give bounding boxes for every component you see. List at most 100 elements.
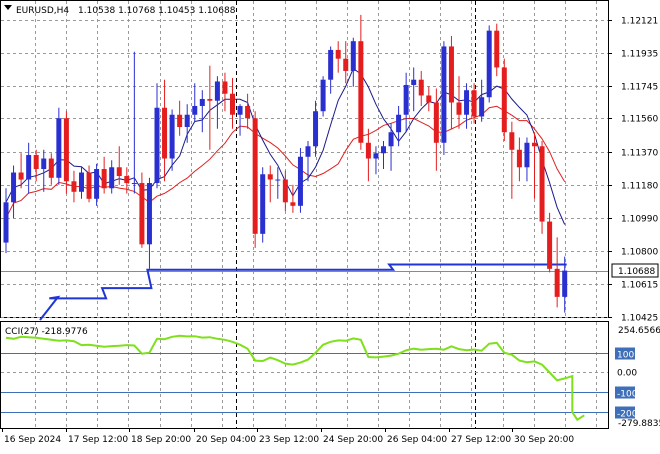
price-tick-label: 1.10615	[621, 281, 658, 291]
time-tick-label: 26 Sep 04:00	[387, 435, 447, 445]
symbol-label: EURUSD,H4	[16, 6, 69, 16]
candle-body	[94, 169, 99, 199]
price-tick-label: 1.10425	[621, 314, 658, 324]
candle-body	[162, 108, 167, 159]
candle-body	[434, 102, 439, 142]
candle-body	[4, 202, 9, 242]
candle-body	[117, 167, 122, 176]
candle-body	[222, 81, 227, 93]
candle-body	[426, 95, 431, 102]
candle-body	[441, 46, 446, 142]
candle-body	[19, 173, 24, 180]
candle-body	[34, 155, 39, 169]
candle-body	[102, 169, 107, 188]
candle-body	[358, 41, 363, 143]
candle-body	[389, 132, 394, 146]
ohlc-values: 1.10538 1.10768 1.10453 1.10688	[78, 6, 236, 16]
candle-body	[336, 50, 341, 59]
candle-body	[11, 173, 16, 203]
price-tick-label: 1.11180	[621, 182, 658, 192]
candle-body	[268, 174, 273, 179]
candle-body	[283, 180, 288, 203]
price-tick-label: 1.11370	[621, 149, 658, 159]
candle-body	[404, 85, 409, 115]
candle-body	[464, 90, 469, 115]
candle-body	[79, 173, 84, 192]
candle-body	[396, 115, 401, 133]
candle-body	[275, 180, 280, 181]
time-tick-label: 23 Sep 12:00	[259, 435, 319, 445]
candle-body	[524, 143, 529, 168]
candle-body	[260, 174, 265, 234]
candle-body	[449, 46, 454, 102]
candle-body	[41, 159, 46, 170]
price-tick-label: 1.10990	[621, 215, 658, 225]
candle-body	[238, 106, 243, 115]
candle-body	[253, 118, 258, 234]
price-tick-label: 1.12121	[621, 17, 658, 27]
candle-body	[419, 80, 424, 96]
candle-body	[245, 106, 250, 118]
candle-body	[139, 183, 144, 244]
candle-body	[185, 115, 190, 127]
time-tick-label: 18 Sep 20:00	[131, 435, 191, 445]
candle-body	[381, 146, 386, 153]
time-tick-label: 20 Sep 04:00	[196, 435, 256, 445]
price-tick-label: 1.11935	[621, 50, 658, 60]
price-tick-label: 1.11560	[621, 115, 658, 125]
candle-body	[109, 167, 114, 188]
candle-body	[177, 115, 182, 127]
time-tick-label: 17 Sep 12:00	[68, 435, 128, 445]
current-price-label: 1.10688	[618, 267, 655, 277]
candle-body	[64, 118, 69, 181]
candle-body	[230, 94, 235, 115]
candle-body	[366, 143, 371, 159]
candle-body	[124, 176, 129, 183]
candle-body	[200, 99, 205, 106]
current-price-tag: 1.10688	[612, 264, 658, 277]
candle-body	[313, 111, 318, 146]
candle-body	[207, 99, 212, 101]
candle-body	[343, 59, 348, 71]
candle-body	[555, 269, 560, 297]
candle-body	[509, 132, 514, 150]
candle-body	[147, 183, 152, 244]
candle-body	[71, 181, 76, 192]
candle-body	[155, 108, 160, 183]
time-tick-label: 27 Sep 12:00	[451, 435, 511, 445]
candle-body	[472, 90, 477, 116]
candle-body	[192, 106, 197, 115]
candle-body	[215, 81, 220, 100]
candle-body	[26, 155, 31, 180]
candle-body	[328, 50, 333, 80]
cci-level-label: 100	[617, 351, 634, 361]
candle-body	[487, 31, 492, 98]
candle-body	[479, 97, 484, 116]
candle-body	[540, 146, 545, 221]
candle-body	[87, 173, 92, 199]
candle-body	[170, 115, 175, 159]
time-tick-label: 30 Sep 20:00	[514, 435, 574, 445]
candle-body	[373, 153, 378, 158]
candle-body	[290, 202, 295, 206]
candle-body	[351, 41, 356, 71]
candle-body	[132, 183, 137, 184]
cci-min-label: -279.8835	[618, 419, 660, 429]
candle-body	[56, 118, 61, 178]
candle-body	[494, 31, 499, 68]
candle-body	[532, 143, 537, 147]
cci-label: CCI(27) -218.9776	[5, 327, 88, 337]
candle-body	[298, 157, 303, 206]
candle-body	[321, 80, 326, 112]
candle-body	[49, 159, 54, 178]
time-tick-label: 16 Sep 2024	[4, 435, 61, 445]
cci-max-label: 254.6566	[618, 326, 660, 336]
candle-body	[502, 67, 507, 132]
candle-body	[562, 271, 567, 297]
cci-level-label: 0.00	[617, 369, 637, 379]
candle-body	[411, 80, 416, 85]
cci-level-label: -200	[617, 410, 638, 420]
candle-body	[517, 150, 522, 168]
